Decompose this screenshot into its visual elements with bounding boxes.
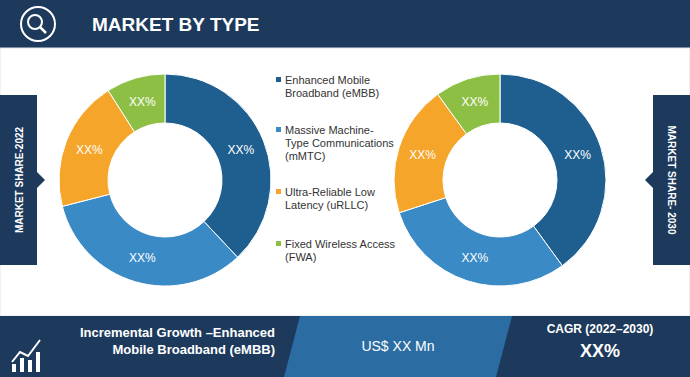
header-title: MARKET BY TYPE <box>92 14 260 35</box>
footer-icon <box>28 360 32 372</box>
footer-label: Incremental Growth –Enhanced Mobile Broa… <box>50 324 275 358</box>
footer-icon <box>20 358 24 372</box>
data-label: XX% <box>76 143 103 157</box>
slice <box>108 74 165 132</box>
slice <box>62 194 237 286</box>
side-tab <box>0 95 37 265</box>
footer-bar <box>0 316 690 377</box>
side-tab-arrow <box>645 172 653 188</box>
slice <box>438 74 500 134</box>
legend-swatch <box>276 189 281 194</box>
data-label: XX% <box>129 95 156 109</box>
chart-panel <box>0 48 690 316</box>
legend-swatch <box>276 241 281 246</box>
side-title: MARKET SHARE-2022 <box>14 126 25 233</box>
cagr-value: XX% <box>520 341 680 362</box>
data-label: XX% <box>461 95 488 109</box>
header-bar <box>0 0 690 48</box>
legend-swatch <box>276 127 281 132</box>
side-tab <box>653 95 690 265</box>
footer-icon <box>12 364 16 372</box>
header-icon <box>21 7 55 41</box>
data-label: XX% <box>227 143 254 157</box>
header-icon <box>28 15 42 29</box>
footer-mid <box>284 316 512 377</box>
slice <box>165 74 271 257</box>
side-tab-arrow <box>37 172 45 188</box>
cagr-label: CAGR (2022–2030) <box>520 322 680 336</box>
footer-icon <box>36 352 40 372</box>
footer-value: US$ XX Mn <box>300 338 496 354</box>
legend-entry: Fixed Wireless Access (FWA) <box>285 238 397 264</box>
legend-swatch <box>276 77 281 82</box>
legend-entry: Enhanced Mobile Broadband (eMBB) <box>285 74 397 100</box>
data-label: XX% <box>409 148 436 162</box>
legend-entry: Ultra-Reliable Low Latency (uRLLC) <box>285 186 397 212</box>
header-icon <box>40 27 46 33</box>
donut <box>59 74 271 286</box>
data-label: XX% <box>129 251 156 265</box>
footer-icon <box>12 340 40 362</box>
legend-entry: Massive Machine-Type Communications (mMT… <box>285 124 397 163</box>
data-label: XX% <box>461 251 488 265</box>
page: MARKET BY TYPE XX% XX% XX% XX% MARKET SHARE-2… <box>0 0 690 377</box>
side-title: MARKET SHARE- 2030 <box>666 126 677 235</box>
slice <box>399 198 562 286</box>
data-label: XX% <box>564 148 591 162</box>
donut <box>394 74 606 286</box>
